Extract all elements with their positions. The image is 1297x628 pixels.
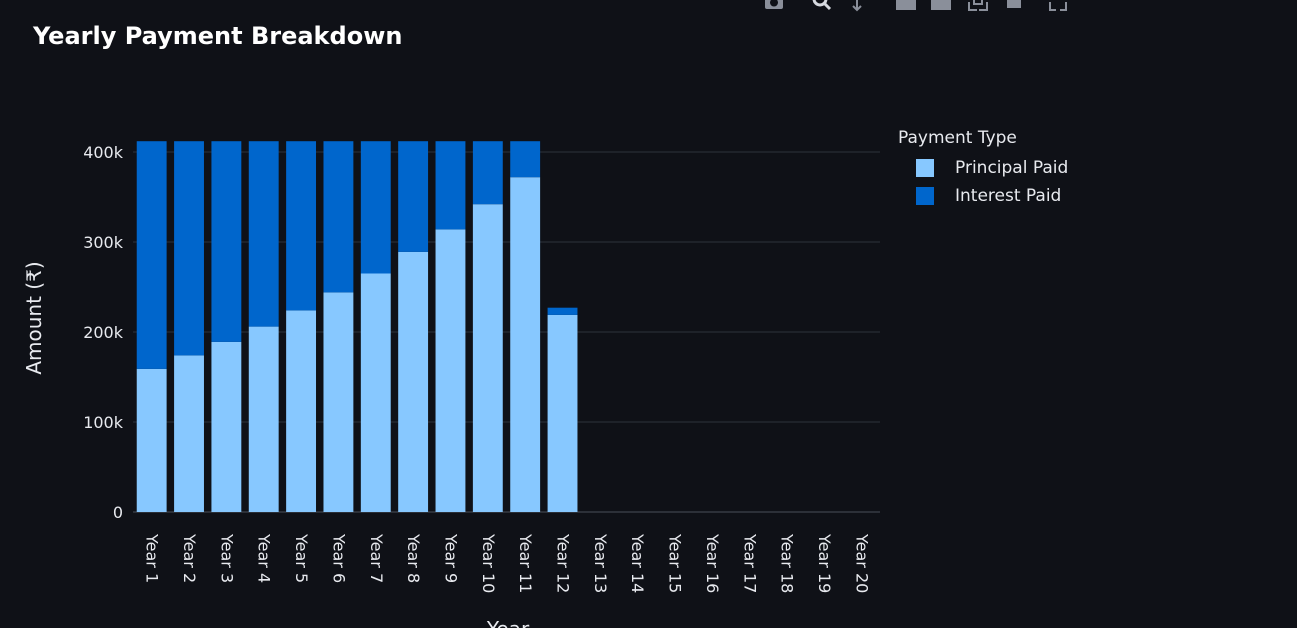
bar-principal-paid (136, 368, 167, 512)
bar-principal-paid (174, 355, 204, 512)
legend-swatch-principal (916, 159, 934, 177)
bar-principal-paid (248, 326, 279, 512)
bars (136, 141, 578, 512)
bar-interest-paid (547, 307, 578, 315)
chart-modebar (0, 0, 1297, 12)
x-tick-label: Year 14 (628, 533, 647, 593)
legend-label-principal: Principal Paid (955, 158, 1069, 178)
x-tick-label: Year 5 (292, 533, 311, 583)
legend-title: Payment Type (898, 128, 1017, 148)
x-tick-label: Year 2 (180, 533, 199, 583)
x-tick-label: Year 10 (479, 533, 498, 593)
x-tick-label: Year 20 (852, 533, 871, 593)
bar-interest-paid (472, 141, 503, 205)
x-tick-label: Year 9 (441, 533, 460, 583)
bar-interest-paid (435, 141, 466, 230)
x-tick-label: Year 17 (740, 533, 759, 593)
bar-interest-paid (360, 141, 391, 274)
bar-principal-paid (323, 292, 354, 512)
legend-label-interest: Interest Paid (955, 186, 1062, 206)
y-tick-label: 300k (83, 233, 124, 252)
bar-interest-paid (398, 141, 429, 252)
y-tick-label: 200k (83, 323, 124, 342)
camera-icon[interactable] (763, 0, 785, 12)
x-tick-label: Year 13 (591, 533, 610, 593)
x-tick-label: Year 16 (703, 533, 722, 593)
y-tick-label: 100k (83, 413, 124, 432)
x-tick-label: Year 7 (367, 533, 386, 583)
x-tick-label: Year 12 (554, 533, 573, 593)
x-tick-label: Year 15 (666, 533, 685, 593)
x-tick-label: Year 8 (404, 533, 423, 583)
pan-icon[interactable] (846, 0, 868, 12)
x-axis: Year 1 Year 2 Year 3 Year 4 Year 5 Year 6 Year… (143, 533, 872, 593)
x-tick-label: Year 1 (143, 533, 162, 583)
bar-principal-paid (547, 314, 578, 512)
legend-swatch-interest (916, 187, 934, 205)
legend-item-interest-paid[interactable]: Interest Paid (898, 182, 1068, 210)
zoom-out-icon[interactable] (930, 0, 952, 12)
bar-interest-paid (510, 141, 541, 178)
x-tick-label: Year 18 (778, 533, 797, 593)
fullscreen-icon[interactable] (1047, 0, 1069, 12)
x-tick-label: Year 19 (815, 533, 834, 593)
autoscale-icon[interactable] (967, 0, 989, 12)
y-axis: 0 100k 200k 300k 400k (83, 143, 124, 522)
y-axis-title: Amount (₹) (22, 261, 46, 374)
bar-principal-paid (286, 310, 317, 512)
bar-interest-paid (286, 141, 317, 311)
grid-lines (133, 151, 880, 513)
bar-principal-paid (211, 341, 242, 512)
x-tick-label: Year 11 (516, 533, 535, 593)
bar-interest-paid (174, 141, 204, 356)
zoom-icon[interactable] (810, 0, 832, 12)
chart-title: Yearly Payment Breakdown (33, 22, 403, 50)
bar-principal-paid (472, 204, 503, 512)
bar-interest-paid (136, 141, 167, 369)
bar-interest-paid (211, 141, 242, 342)
bar-principal-paid (435, 229, 466, 512)
zoom-in-icon[interactable] (895, 0, 917, 12)
legend-item-principal-paid[interactable]: Principal Paid (898, 154, 1068, 182)
x-tick-label: Year 6 (329, 533, 348, 583)
bar-principal-paid (398, 251, 429, 512)
x-tick-label: Year 3 (217, 533, 236, 583)
bar-interest-paid (323, 141, 354, 293)
bar-interest-paid (248, 141, 279, 327)
x-tick-label: Year 4 (255, 533, 274, 583)
reset-axes-icon[interactable] (1003, 0, 1025, 12)
y-tick-label: 400k (83, 143, 124, 162)
x-axis-title: Year (486, 617, 530, 628)
legend: Payment Type Principal Paid Interest Pai… (898, 128, 1068, 210)
bar-principal-paid (510, 177, 541, 512)
y-tick-label: 0 (113, 503, 123, 522)
bar-principal-paid (360, 273, 391, 512)
